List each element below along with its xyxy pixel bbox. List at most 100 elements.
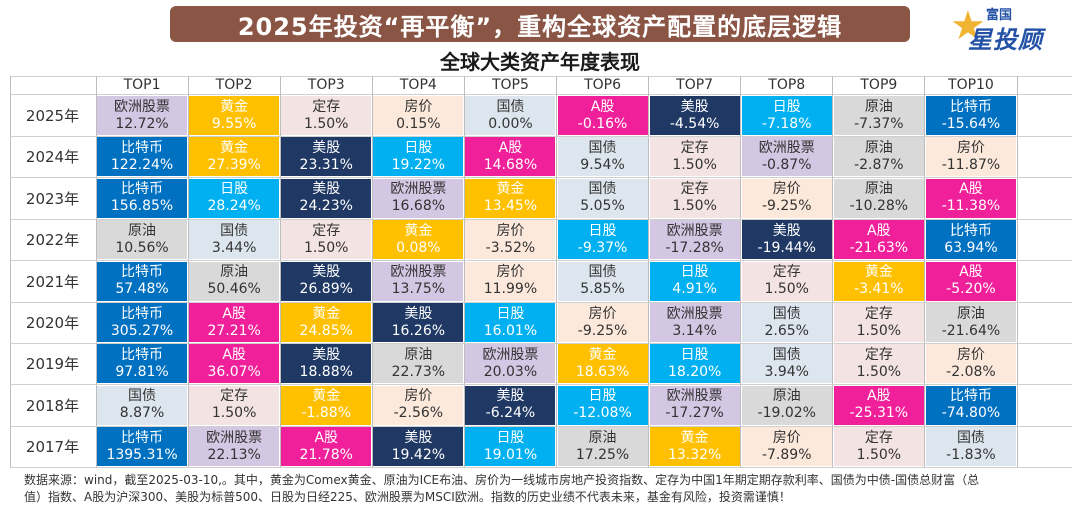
grid-line: [556, 76, 557, 468]
column-header: TOP3: [307, 77, 345, 93]
asset-cell: 黄金 0.08%: [373, 220, 464, 260]
asset-return: 1.50%: [856, 446, 902, 463]
asset-cell: 比特币 -15.64%: [925, 96, 1016, 135]
asset-return: 1.50%: [672, 156, 717, 173]
asset-return: -9.37%: [577, 239, 628, 256]
asset-cell: 房价 -2.56%: [373, 385, 464, 425]
asset-return: 24.85%: [299, 322, 353, 339]
asset-cell: 原油 -19.02%: [741, 385, 832, 425]
asset-name: 房价: [496, 264, 525, 281]
asset-return: 63.94%: [944, 239, 998, 256]
asset-return: -0.16%: [577, 115, 628, 132]
asset-cell: 国债 5.85%: [557, 261, 648, 301]
asset-name: 原油: [864, 139, 893, 156]
asset-cell: 美股 16.26%: [373, 303, 464, 342]
asset-name: 比特币: [121, 181, 164, 198]
asset-name: 日股: [220, 181, 249, 198]
asset-name: 美股: [404, 429, 433, 446]
asset-name: 定存: [220, 388, 249, 405]
asset-cell: 原油 22.73%: [373, 344, 464, 384]
grid-line: [10, 218, 1072, 220]
asset-return: -9.25%: [577, 322, 628, 339]
asset-return: 12.72%: [115, 115, 169, 132]
asset-return: 18.20%: [667, 363, 722, 380]
asset-name: 原油: [956, 305, 985, 322]
asset-return: 28.24%: [207, 198, 261, 215]
footer-line-1: 数据来源：wind，截至2025-03-10,。其中，黄金为Comex黄金、原油…: [24, 473, 980, 487]
asset-name: 日股: [496, 305, 525, 322]
asset-name: 定存: [864, 346, 893, 363]
asset-name: 房价: [404, 98, 433, 115]
asset-name: 欧洲股票: [666, 305, 723, 322]
asset-cell: 定存 1.50%: [833, 427, 924, 467]
asset-name: 原油: [864, 181, 893, 198]
column-header: TOP8: [768, 77, 806, 93]
grid-line: [371, 76, 373, 468]
asset-cell: 美股 -19.44%: [741, 220, 832, 260]
grid-line: [10, 76, 1072, 77]
asset-name: 比特币: [121, 139, 164, 156]
asset-cell: 原油 -10.28%: [833, 178, 924, 218]
asset-return: 5.05%: [580, 198, 625, 215]
asset-return: 27.39%: [207, 156, 261, 173]
asset-name: 欧洲股票: [482, 346, 539, 363]
asset-name: A股: [222, 346, 246, 363]
asset-name: 房价: [956, 139, 985, 156]
asset-cell: A股 -25.31%: [833, 385, 924, 425]
asset-cell: 黄金 9.55%: [189, 96, 280, 135]
asset-cell: 黄金 13.45%: [465, 178, 556, 218]
asset-cell: 美股 24.23%: [281, 178, 372, 218]
asset-cell: 房价 11.99%: [465, 261, 556, 301]
asset-return: 17.25%: [575, 446, 630, 463]
asset-name: 比特币: [121, 305, 164, 322]
asset-cell: 比特币 63.94%: [925, 220, 1016, 260]
asset-return: -11.87%: [941, 156, 1001, 173]
asset-name: 定存: [864, 429, 893, 446]
asset-cell: 比特币 1395.31%: [97, 427, 188, 467]
asset-name: 欧洲股票: [206, 429, 263, 446]
logo-top-text: 富国: [986, 8, 1013, 23]
asset-return: -25.31%: [849, 405, 909, 422]
grid-line: [10, 135, 1072, 137]
asset-return: 50.46%: [207, 281, 261, 298]
asset-return: 156.85%: [110, 198, 174, 215]
asset-cell: 国债 9.54%: [557, 137, 648, 177]
asset-name: 欧洲股票: [666, 388, 723, 405]
asset-cell: 欧洲股票 -17.27%: [649, 385, 740, 425]
asset-name: 定存: [772, 264, 801, 281]
asset-return: -17.27%: [665, 405, 724, 422]
asset-name: 比特币: [949, 222, 992, 239]
asset-return: -19.02%: [757, 405, 816, 422]
asset-return: 18.63%: [575, 363, 630, 380]
asset-cell: 日股 4.91%: [649, 261, 740, 301]
asset-name: 黄金: [404, 222, 433, 239]
asset-return: -2.56%: [393, 405, 444, 422]
asset-cell: 美股 18.88%: [281, 344, 372, 384]
asset-return: -5.20%: [946, 281, 996, 298]
asset-cell: A股 -21.63%: [833, 220, 924, 260]
row-year-label: 2019年: [25, 355, 80, 374]
asset-cell: 黄金 27.39%: [189, 137, 280, 177]
asset-return: 3.94%: [764, 363, 809, 380]
asset-cell: 定存 1.50%: [833, 303, 924, 342]
asset-name: 国债: [588, 181, 617, 198]
asset-cell: 原油 10.56%: [97, 220, 188, 260]
asset-name: 欧洲股票: [114, 98, 171, 115]
asset-cell: 定存 1.50%: [649, 137, 740, 177]
asset-return: -12.08%: [573, 405, 632, 422]
asset-return: 16.26%: [391, 322, 446, 339]
asset-name: 美股: [312, 181, 341, 198]
asset-cell: 原油 -7.37%: [833, 96, 924, 135]
asset-cell: 房价 -3.52%: [465, 220, 556, 260]
asset-return: -2.08%: [946, 363, 996, 380]
asset-return: -11.38%: [941, 198, 1001, 215]
asset-return: 9.55%: [211, 115, 257, 132]
asset-cell: 欧洲股票 3.14%: [649, 303, 740, 342]
asset-name: 国债: [496, 98, 525, 115]
asset-cell: A股 -5.20%: [925, 261, 1016, 301]
asset-cell: 黄金 18.63%: [557, 344, 648, 384]
asset-cell: 国债 -1.83%: [925, 427, 1016, 467]
asset-cell: 国债 2.65%: [741, 303, 832, 342]
asset-name: 比特币: [121, 264, 164, 281]
asset-cell: 日股 28.24%: [189, 178, 280, 218]
